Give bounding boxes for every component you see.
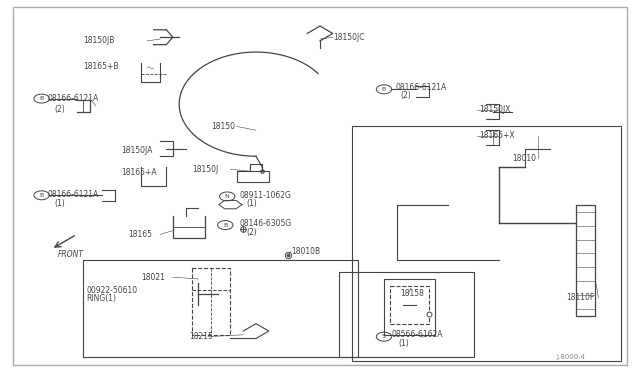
Text: (1): (1) [54,199,65,208]
Text: 08166-6121A: 08166-6121A [48,94,99,103]
Text: B: B [223,222,227,228]
Text: 08911-1062G: 08911-1062G [240,191,292,200]
Text: 08166-6121A: 08166-6121A [396,83,447,92]
Text: 18150JA: 18150JA [122,146,153,155]
Text: RING(1): RING(1) [86,294,116,303]
Text: 18010B: 18010B [291,247,321,256]
Text: 18165+B: 18165+B [83,62,118,71]
Text: 18150JX: 18150JX [479,105,510,114]
Text: N: N [225,194,230,199]
Text: (2): (2) [54,105,65,114]
Text: 18158: 18158 [400,289,424,298]
Text: 18150JB: 18150JB [83,36,115,45]
Text: (1): (1) [398,339,409,348]
Text: (1): (1) [246,199,257,208]
Text: 18150: 18150 [211,122,236,131]
Text: 18150JC: 18150JC [333,33,364,42]
Text: 18165: 18165 [128,230,152,239]
Text: 08146-6305G: 08146-6305G [240,219,292,228]
Text: (2): (2) [246,228,257,237]
Text: J.8000.4: J.8000.4 [557,354,586,360]
Text: 18165+A: 18165+A [122,169,157,177]
Text: 18021: 18021 [141,273,164,282]
Text: B: B [382,87,386,92]
Text: 18215: 18215 [189,332,212,341]
Text: 18010: 18010 [512,154,536,163]
Text: B: B [40,193,44,198]
Text: 08166-6121A: 08166-6121A [48,190,99,199]
Text: 18110F: 18110F [566,293,595,302]
Text: S: S [382,334,386,339]
Text: 18165+X: 18165+X [479,131,515,140]
Text: (2): (2) [400,92,411,100]
Text: FRONT: FRONT [58,250,84,259]
Text: 08566-6162A: 08566-6162A [392,330,443,339]
Text: 00922-50610: 00922-50610 [86,286,138,295]
Text: B: B [40,96,44,101]
Text: 18150J: 18150J [192,165,218,174]
